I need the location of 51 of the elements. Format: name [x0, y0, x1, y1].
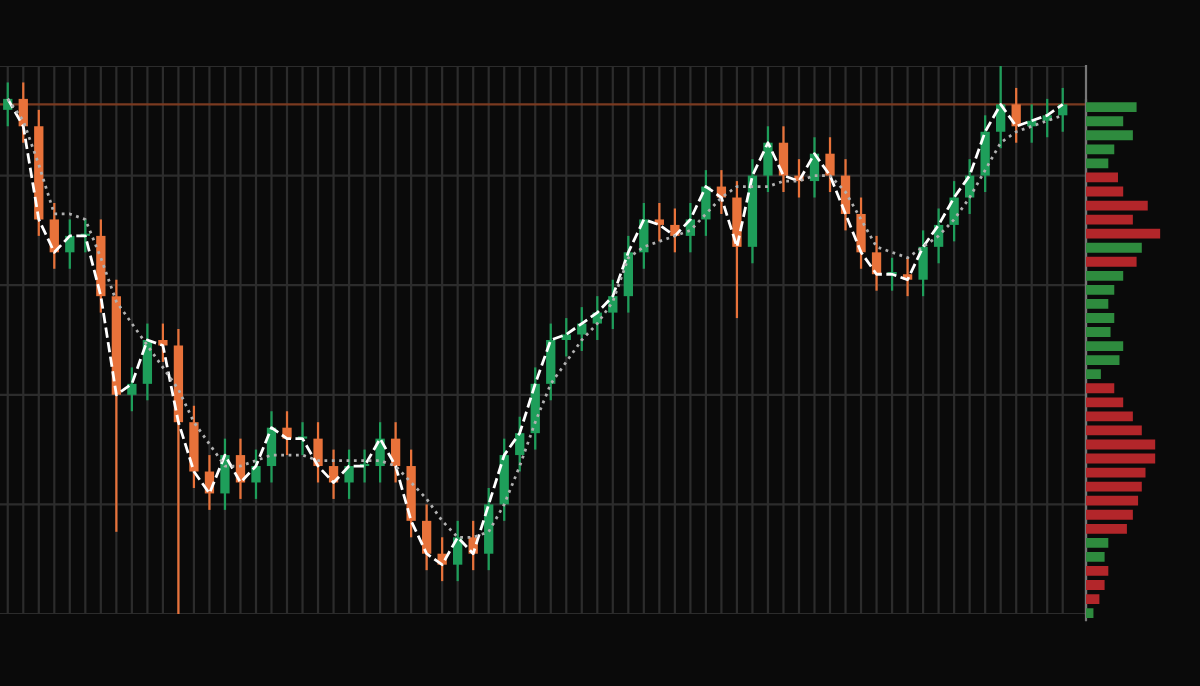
bar: [1086, 566, 1109, 576]
bar: [1086, 509, 1133, 520]
bar: [1086, 256, 1137, 267]
bar: [1086, 242, 1142, 253]
bar: [1086, 313, 1115, 323]
bar: [1086, 580, 1105, 590]
bar: [1086, 608, 1094, 619]
candlestick: [344, 448, 354, 501]
bar: [1086, 397, 1124, 408]
bar: [1086, 102, 1137, 113]
bar: [1086, 369, 1101, 380]
candlestick: [856, 196, 866, 270]
bar: [1086, 341, 1124, 352]
bar: [1086, 495, 1139, 506]
candlestick: [763, 125, 773, 194]
bar: [1086, 116, 1124, 127]
candlestick: [701, 169, 711, 237]
bar: [1086, 383, 1115, 394]
bar: [1086, 551, 1105, 562]
bar: [1086, 523, 1127, 534]
bar: [1086, 270, 1124, 281]
bar: [1086, 158, 1109, 169]
bar: [1086, 228, 1161, 239]
candlestick: [825, 136, 835, 194]
bar: [1086, 425, 1142, 436]
bar: [1086, 537, 1109, 548]
candlestick: [918, 229, 928, 298]
candlestick: [421, 503, 432, 572]
bar: [1086, 186, 1124, 197]
bar: [1086, 439, 1156, 450]
bar: [1086, 214, 1133, 225]
bar: [1086, 284, 1115, 295]
candlestick: [313, 421, 323, 484]
candlestick: [220, 437, 230, 511]
bar: [1086, 594, 1100, 604]
bar: [1086, 327, 1111, 337]
bar: [1086, 467, 1146, 478]
candlestick: [251, 448, 261, 501]
bar: [1086, 144, 1115, 155]
candlestick: [127, 366, 137, 413]
candlestick: [515, 415, 525, 473]
candlestick: [654, 201, 665, 243]
bar: [1086, 299, 1109, 309]
bar: [1086, 130, 1133, 141]
bar: [1086, 355, 1120, 366]
bar: [1086, 453, 1156, 464]
bar: [1086, 200, 1148, 211]
bar: [1086, 481, 1142, 492]
bar: [1086, 172, 1118, 183]
candlestick: [949, 179, 959, 243]
bar: [1086, 411, 1133, 422]
